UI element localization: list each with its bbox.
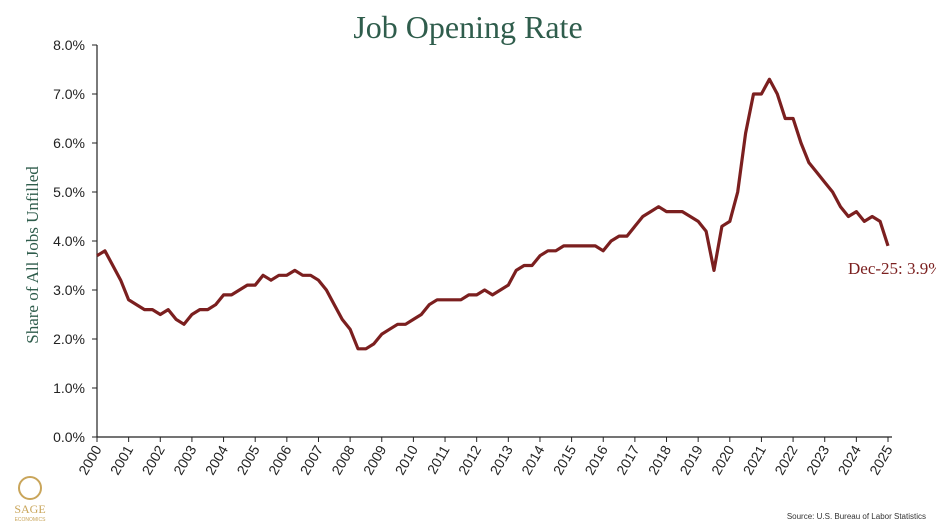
y-tick-label: 8.0% [53, 37, 85, 53]
y-tick-label: 6.0% [53, 135, 85, 151]
logo-icon [18, 476, 42, 500]
source: Source: U.S. Bureau of Labor Statistics [787, 512, 926, 521]
logo-name: SAGE [14, 502, 45, 516]
logo: SAGE ECONOMICS [14, 476, 47, 523]
y-tick-label: 1.0% [53, 380, 85, 396]
y-tick-label: 7.0% [53, 86, 85, 102]
logo-subtitle: ECONOMICS [15, 517, 47, 523]
line [96, 77, 890, 351]
y-axis-label: Share of All Jobs Unfilled [23, 166, 42, 344]
y-tick-label: 0.0% [53, 429, 85, 445]
y-tick-label: 4.0% [53, 233, 85, 249]
y-tick-label: 2.0% [53, 331, 85, 347]
annotation: Dec-25: 3.9% [848, 259, 936, 278]
y-tick-label: 5.0% [53, 184, 85, 200]
chart-title: Job Opening Rate [353, 9, 582, 45]
y-tick-label: 3.0% [53, 282, 85, 298]
